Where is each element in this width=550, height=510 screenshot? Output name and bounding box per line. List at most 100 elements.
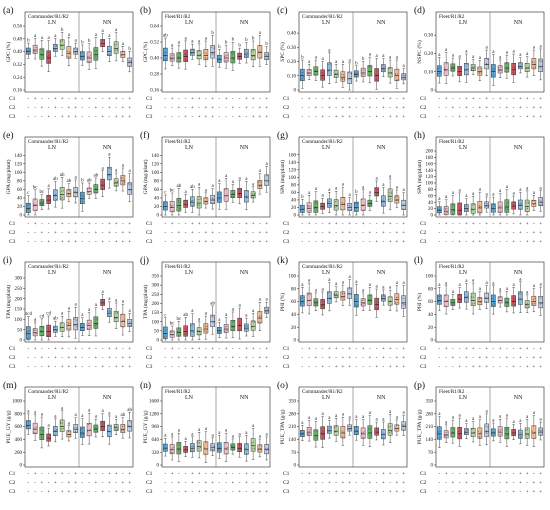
group-label-nn: NN (103, 395, 112, 401)
significance-letter: a (95, 303, 98, 308)
condition-symbol: - (506, 97, 508, 102)
data-point (401, 77, 403, 79)
data-point (129, 65, 131, 67)
data-point (86, 328, 88, 330)
condition-symbol: - (362, 240, 364, 245)
data-point (384, 298, 386, 300)
box (531, 58, 537, 70)
data-point (210, 449, 212, 451)
condition-symbol: + (348, 472, 351, 477)
condition-symbol: - (171, 115, 173, 120)
condition-symbol: + (451, 106, 454, 111)
significance-letter: a (479, 56, 482, 61)
data-point (244, 453, 246, 455)
box (313, 200, 319, 213)
condition-symbol: + (225, 347, 228, 352)
condition-symbol: + (198, 222, 201, 227)
significance-letter: b (355, 190, 358, 195)
data-point (205, 52, 207, 54)
y-tick-label: 140 (289, 438, 297, 443)
data-point (75, 51, 77, 53)
data-point (520, 292, 522, 294)
y-tick-label: 100 (289, 176, 297, 181)
condition-symbol: + (402, 472, 405, 477)
data-point (81, 326, 83, 328)
condition-label-c2: C2 (283, 355, 290, 361)
condition-symbol: + (211, 97, 214, 102)
data-point (211, 202, 213, 204)
data-point (43, 54, 45, 56)
box (217, 54, 222, 63)
data-point (499, 300, 501, 302)
data-point (444, 70, 446, 72)
data-point (218, 198, 220, 200)
data-point (28, 203, 30, 205)
data-point (89, 423, 91, 425)
data-point (94, 324, 96, 326)
data-point (445, 63, 447, 65)
box (26, 326, 31, 340)
data-point (513, 73, 515, 75)
significance-letter: a (526, 186, 529, 191)
data-point (478, 72, 480, 74)
data-point (323, 301, 325, 303)
condition-symbol: - (192, 115, 194, 120)
box (203, 197, 209, 205)
box (300, 68, 305, 81)
data-point (97, 318, 99, 320)
condition-symbol: - (493, 490, 495, 495)
data-point (258, 45, 260, 47)
panel-label: (g) (277, 130, 288, 141)
condition-symbol: - (246, 365, 248, 370)
data-point (534, 437, 536, 439)
significance-letter: a (459, 188, 462, 193)
data-point (166, 329, 168, 331)
condition-symbol: + (211, 490, 214, 495)
condition-symbol: - (171, 231, 173, 236)
significance-letter: b (232, 38, 235, 43)
condition-symbol: - (95, 222, 97, 227)
data-point (341, 292, 343, 294)
data-point (451, 431, 453, 433)
box (53, 43, 58, 52)
data-point (74, 427, 76, 429)
box (196, 196, 202, 209)
data-point (205, 197, 207, 199)
y-tick-label: 40 (17, 197, 23, 202)
data-point (533, 61, 535, 63)
data-point (321, 205, 323, 207)
data-point (364, 431, 366, 433)
data-point (259, 181, 261, 183)
condition-label-c3: C3 (420, 114, 427, 120)
data-point (403, 78, 405, 80)
significance-letter: a (349, 58, 352, 63)
data-point (382, 205, 384, 207)
data-point (264, 179, 266, 181)
condition-symbol: - (315, 472, 317, 477)
condition-symbol: - (165, 472, 167, 477)
data-point (487, 58, 489, 60)
data-point (227, 54, 229, 56)
significance-letter: a (315, 288, 318, 293)
condition-symbol: - (439, 231, 441, 236)
significance-letter: a (396, 415, 399, 420)
data-point (179, 207, 181, 209)
box (66, 46, 72, 59)
data-point (334, 69, 336, 71)
condition-symbol: - (109, 490, 111, 495)
data-point (402, 304, 404, 306)
data-point (389, 296, 391, 298)
significance-letter: a (34, 34, 37, 39)
condition-symbol: - (34, 240, 36, 245)
significance-letter: a (198, 428, 201, 433)
condition-symbol: + (375, 115, 378, 120)
significance-letter: a (526, 52, 529, 57)
condition-label-c1: C1 (9, 221, 16, 227)
condition-symbol: - (439, 472, 441, 477)
box (320, 69, 325, 81)
data-point (42, 49, 44, 51)
condition-symbol: - (109, 365, 111, 370)
condition-label-c2: C2 (146, 480, 153, 486)
y-axis-label: GPA (mg/plant) (5, 159, 12, 194)
data-point (497, 430, 499, 432)
